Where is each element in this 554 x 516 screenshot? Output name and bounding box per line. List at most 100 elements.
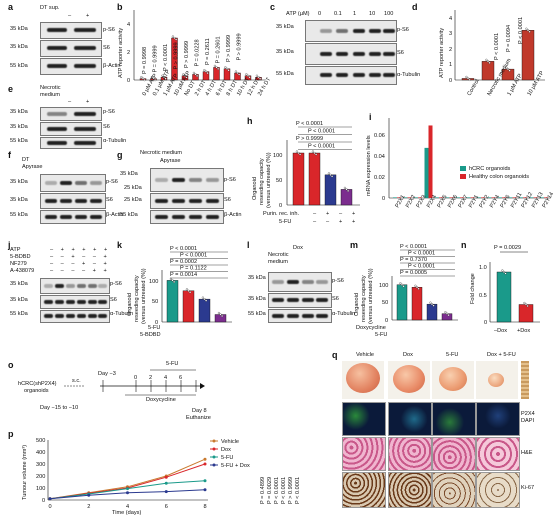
blot-label: S6 xyxy=(103,124,110,130)
day-tick-label: 4 xyxy=(164,375,168,381)
b-ylabel: ATP reporter activity xyxy=(118,28,124,78)
i-ytick: 0 xyxy=(382,196,385,202)
bar xyxy=(518,304,534,323)
blot-lane xyxy=(150,210,224,224)
blot-lane xyxy=(150,193,224,209)
x-tick-label: 8 xyxy=(204,504,207,510)
mw-marker: 35 kDa xyxy=(10,297,28,303)
if-image xyxy=(388,402,432,436)
panel-label-d: d xyxy=(412,2,418,12)
x-tick-label: 4 xyxy=(126,504,129,510)
bar xyxy=(496,271,512,323)
mw-marker: 55 kDa xyxy=(248,311,266,317)
bar xyxy=(324,174,337,206)
p-value: P = 0.0002 xyxy=(170,259,197,265)
panel-label-h: h xyxy=(247,116,253,126)
q-col-label: 5-FU xyxy=(446,352,459,358)
k-ylabel: reseeding capacity xyxy=(134,275,140,322)
data-point xyxy=(295,150,298,153)
p-value: P < 0.0001 xyxy=(308,144,335,150)
panel-label-f: f xyxy=(8,150,11,160)
he-image xyxy=(476,437,520,471)
dose-label: 0.1 xyxy=(334,11,342,17)
mw-marker: 35 kDa xyxy=(10,124,28,130)
blot-label: α-Tubulin xyxy=(103,138,127,144)
data-point xyxy=(508,69,511,72)
data-point xyxy=(219,313,222,316)
b-ytick: 4 xyxy=(127,22,130,28)
panel-label-k: k xyxy=(117,240,123,250)
m-row-label: 5-FU xyxy=(375,332,388,338)
bar xyxy=(523,197,527,198)
i-ytick: 0.04 xyxy=(374,154,385,160)
mw-marker: 35 kDa xyxy=(120,171,138,177)
n-ytick: 1.0 xyxy=(479,265,487,271)
chart-p: Tumour volume (mm³) Time (days) 0 2 4 6 8 0 10… xyxy=(22,438,301,516)
h-sign: + xyxy=(352,219,356,225)
data-point xyxy=(506,68,510,71)
p-value: P = 0.0005 xyxy=(400,270,427,276)
data-point xyxy=(205,299,208,302)
blot-label: S6 xyxy=(332,296,339,302)
dose-label: 1 xyxy=(353,11,357,17)
h-ytick: 50 xyxy=(276,178,282,184)
data-point xyxy=(48,497,52,501)
model-label: hCRC(shP2X4) xyxy=(18,381,57,387)
data-point xyxy=(185,288,188,291)
p-value: P = 0.4899 xyxy=(260,477,266,504)
bar xyxy=(418,197,422,198)
data-point xyxy=(255,74,258,77)
data-point xyxy=(154,79,157,82)
data-point xyxy=(234,70,237,73)
if-image xyxy=(432,402,476,436)
treatment-label: DT xyxy=(22,157,30,163)
bar xyxy=(198,298,211,323)
data-point xyxy=(192,71,195,74)
legend-label: Vehicle xyxy=(221,439,239,445)
data-point xyxy=(203,457,207,461)
data-point xyxy=(161,74,164,77)
i-legend-label: hCRC organoids xyxy=(469,166,511,172)
blot-lane xyxy=(40,107,102,121)
mw-marker: 35 kDa xyxy=(10,281,28,287)
chart-d: 0 1 2 3 4 ATP reporter activity Control N… xyxy=(439,10,546,97)
blot-label: p-S6 xyxy=(110,281,122,287)
b-ytick: 0 xyxy=(127,78,130,84)
data-point xyxy=(315,153,318,156)
mw-marker: 35 kDa xyxy=(276,49,294,55)
bar xyxy=(477,197,481,198)
data-point xyxy=(501,269,504,272)
p-value: P < 0.0001 xyxy=(408,251,435,257)
bar xyxy=(182,290,195,323)
data-point xyxy=(164,475,168,479)
data-point xyxy=(245,73,248,76)
p-value: P = 0.2611 xyxy=(205,38,211,65)
bar xyxy=(292,152,305,206)
n-pval: P = 0.0029 xyxy=(494,245,521,251)
data-point xyxy=(525,27,528,30)
treatment-label: DT sup. xyxy=(40,5,60,11)
bar xyxy=(466,197,471,198)
panel-label-c: c xyxy=(270,2,276,12)
p-value: P < 0.0001 xyxy=(281,477,287,504)
y-tick-label: 100 xyxy=(36,486,45,492)
data-point xyxy=(203,462,207,466)
mw-marker: 55 kDa xyxy=(276,71,294,77)
data-point xyxy=(87,493,91,497)
data-point xyxy=(523,301,526,305)
mw-marker: 35 kDa xyxy=(10,109,28,115)
data-point xyxy=(259,77,262,80)
bar xyxy=(529,197,534,198)
chart-k: 0 50 100 Organoid reseeding capacity (ve… xyxy=(127,246,232,326)
bar xyxy=(426,303,438,321)
blot-lane xyxy=(40,295,110,309)
mw-marker: 25 kDa xyxy=(124,197,142,203)
if-image xyxy=(342,402,386,436)
chart-n: 0 0.5 1.0 Fold change P = 0.0029 –Dox +D… xyxy=(470,245,540,334)
panel-label-j: j xyxy=(8,240,11,250)
blot-label: S6 xyxy=(224,197,231,203)
d-ytick: 0 xyxy=(449,78,452,84)
bar xyxy=(393,197,397,198)
h-sign: + xyxy=(339,219,343,225)
bar xyxy=(481,61,495,81)
